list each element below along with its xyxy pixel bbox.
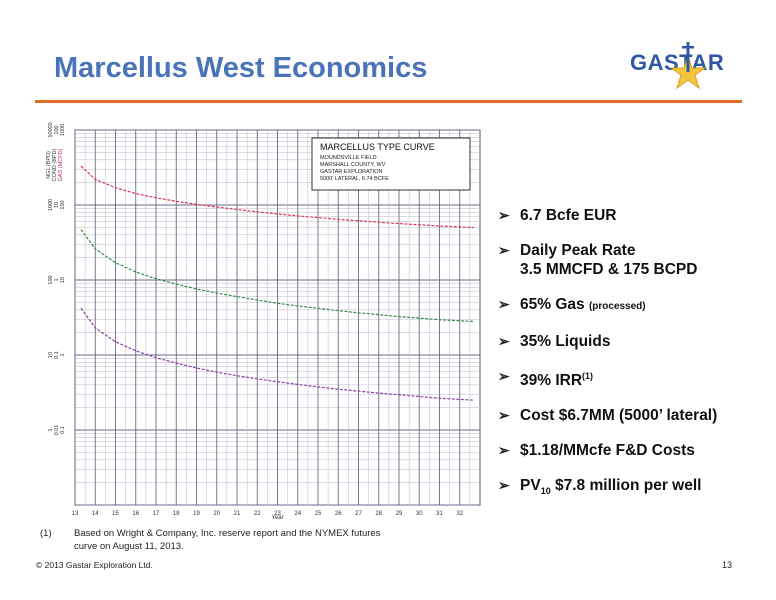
x-tick-label: 30 [416,511,423,517]
y-tick-label: 1000 [48,199,54,211]
title-divider [35,100,742,103]
y-tick-label: 10000 [48,122,54,137]
y-tick-label: 1 [54,278,60,281]
x-tick-label: 13 [72,511,79,517]
series-line-1 [80,229,474,323]
y-tick-label: 0.1 [60,426,66,434]
bullet-text: 65% Gas [520,296,589,313]
x-tick-label: 17 [153,511,160,517]
bullet-subscript: 10 [540,486,551,497]
footnote-number: (1) [40,528,52,539]
arrow-bullet-icon: ➢ [498,368,510,384]
x-axis-label: Year [271,515,283,520]
x-tick-label: 23 [274,511,281,517]
y-tick-label: 100 [48,275,54,284]
y-tick-label: 10 [48,352,54,358]
y-tick-label: 1 [60,353,66,356]
x-tick-label: 32 [456,511,463,517]
series-line-2 [80,307,474,401]
bullet-text: Cost $6.7MM (5000’ lateral) [520,407,718,425]
footnote-text: Based on Wright & Company, Inc. reserve … [74,528,381,552]
x-tick-label: 24 [294,511,301,517]
x-tick-label: 31 [436,511,443,517]
legend-box [311,137,471,191]
bullet-item: ➢ 6.7 Bcfe EUR [498,206,758,225]
bullet-item: ➢ 39% IRR(1) [498,367,758,390]
y-tick-label: 0.01 [54,425,60,436]
x-tick-label: 29 [396,511,403,517]
type-curve-svg: 13 14 15 16 17 18 19 20 21 22 23 24 25 26 27 28 29 30 31 32… [46,122,481,521]
bullet-text: 6.7 Bcfe EUR [520,207,617,224]
arrow-bullet-icon: ➢ [498,333,510,349]
x-tick-label: 16 [132,511,139,517]
x-tick-label: 26 [335,511,342,517]
bullet-item: ➢ 35% Liquids [498,332,758,351]
bullet-text: 35% Liquids [520,333,611,350]
y-axis-label: COND (BPD) [52,148,58,181]
arrow-bullet-icon: ➢ [498,207,510,223]
x-tick-label: 20 [213,511,220,517]
x-tick-label: 14 [92,511,99,517]
x-tick-label: 28 [375,511,382,517]
bullet-item: ➢ Cost $6.7MM (5000’ lateral) [498,406,758,425]
y-tick-label: 1 [48,428,54,431]
bullet-item: ➢ 65% Gas (processed) [498,295,758,316]
y-tick-label: 100 [60,200,66,209]
type-curve-chart: 13 14 15 16 17 18 19 20 21 22 23 24 25 26 27 28 29 30 31 32… [40,120,490,521]
bullet-note: (processed) [588,301,646,312]
x-tick-label: 15 [112,511,119,517]
y-tick-label: 100 [54,125,60,134]
legend-line: 5000' LATERAL, 6.74 BCFE [320,176,389,182]
bullet-list: ➢ 6.7 Bcfe EUR ➢ Daily Peak Rate 3.5 MMCFD … [498,206,758,517]
arrow-bullet-icon: ➢ [498,296,510,312]
x-tick-label: 18 [173,511,180,517]
bullet-text: $7.8 million per well [550,477,702,495]
y-tick-label: 1000 [60,124,66,136]
arrow-bullet-icon: ➢ [498,242,510,258]
bullet-item: ➢ PV10 $7.8 million per well [498,476,758,501]
slide-title: Marcellus West Economics [54,52,428,84]
series-line-0 [80,165,474,229]
legend-line: MOUNDSVILLE FIELD [320,155,377,161]
legend-line: MARSHALL COUNTY, WV [320,162,386,168]
x-tick-label: 19 [193,511,200,517]
bullet-text: 39% IRR [520,372,583,390]
arrow-bullet-icon: ➢ [498,442,510,459]
y-axis-label: NGL (BPD) [46,151,52,179]
company-logo: GASTAR [630,40,740,95]
bullet-text-line2: 3.5 MMCFD & 175 BCPD [520,261,698,278]
page-number: 13 [722,560,733,570]
bullet-item: ➢ Daily Peak Rate 3.5 MMCFD & 175 BCPD [498,241,758,279]
x-tick-label: 27 [355,511,362,517]
footnote-ref: (1) [582,371,594,381]
y-tick-label: 10 [54,202,60,208]
arrow-bullet-icon: ➢ [498,407,510,424]
copyright: © 2013 Gastar Exploration Ltd. [36,560,153,570]
bullet-text: Daily Peak Rate [520,242,636,259]
x-tick-label: 22 [254,511,261,517]
y-tick-label: 10 [60,277,66,283]
legend-title: MARCELLUS TYPE CURVE [320,142,435,152]
star-icon [669,42,707,90]
y-axis-label: GAS (MCFD) [58,148,64,181]
bullet-item: ➢ $1.18/MMcfe F&D Costs [498,441,758,460]
bullet-text-prefix: PV [520,477,541,495]
x-tick-label: 25 [315,511,322,517]
bullet-text: $1.18/MMcfe F&D Costs [520,442,695,460]
legend-line: GASTAR EXPLORATION [320,169,382,175]
x-tick-label: 21 [234,511,241,517]
y-tick-label: 0.1 [54,351,60,359]
arrow-bullet-icon: ➢ [498,477,510,494]
